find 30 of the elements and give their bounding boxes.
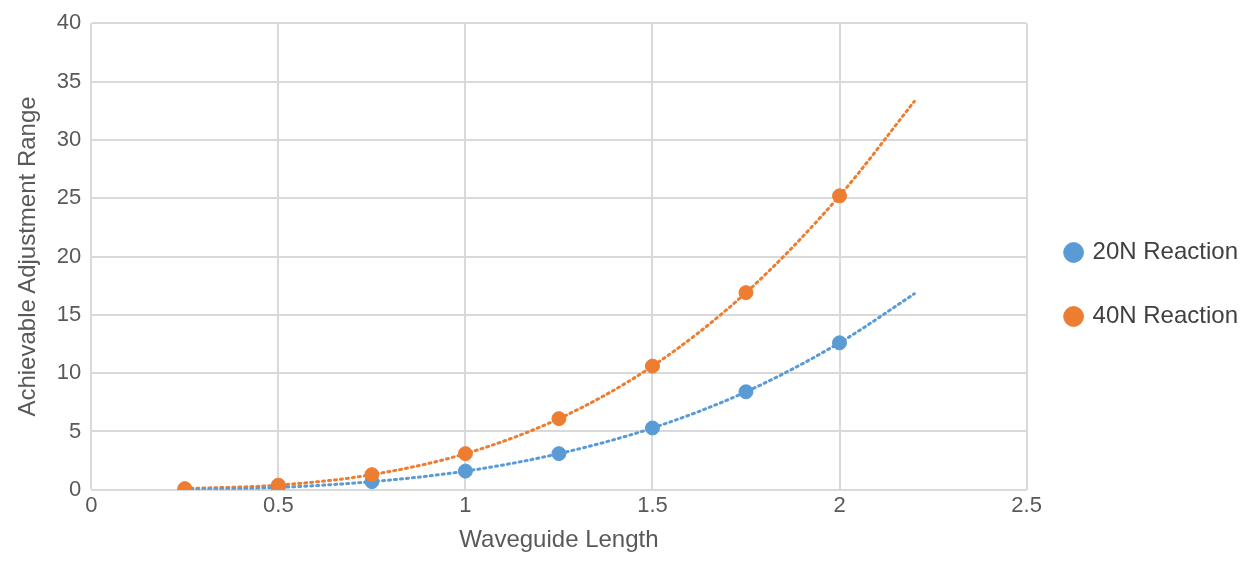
y-tick-label: 25: [56, 184, 82, 210]
x-tick-label: 0.5: [263, 492, 294, 518]
y-tick-label: 30: [56, 125, 82, 151]
y-tick-label: 15: [56, 300, 82, 326]
x-axis-title: Waveguide Length: [459, 525, 659, 553]
legend-label: 40N Reaction: [1092, 301, 1238, 329]
y-axis-title: Achievable Adjustment Range: [13, 96, 41, 417]
x-tick-label: 0: [85, 492, 98, 518]
point: [457, 463, 473, 479]
y-tick-label: 35: [56, 67, 82, 93]
point: [551, 446, 567, 462]
y-tick-label: 5: [69, 417, 82, 443]
x-tick-label: 1: [459, 492, 472, 518]
point: [364, 467, 380, 483]
legend-label: 20N Reaction: [1092, 237, 1238, 265]
point: [832, 188, 848, 204]
x-tick-label: 1.5: [637, 492, 668, 518]
point: [644, 420, 660, 436]
point: [832, 335, 848, 351]
point: [738, 384, 754, 400]
point: [644, 358, 660, 374]
y-tick-label: 0: [69, 475, 82, 501]
point: [551, 411, 567, 427]
y-tick-label: 10: [56, 359, 82, 385]
y-tick-label: 40: [56, 9, 82, 35]
x-tick-label: 2.5: [1011, 492, 1042, 518]
point: [457, 446, 473, 462]
point: [738, 285, 754, 301]
x-tick-label: 2: [833, 492, 846, 518]
y-tick-label: 20: [56, 242, 82, 268]
